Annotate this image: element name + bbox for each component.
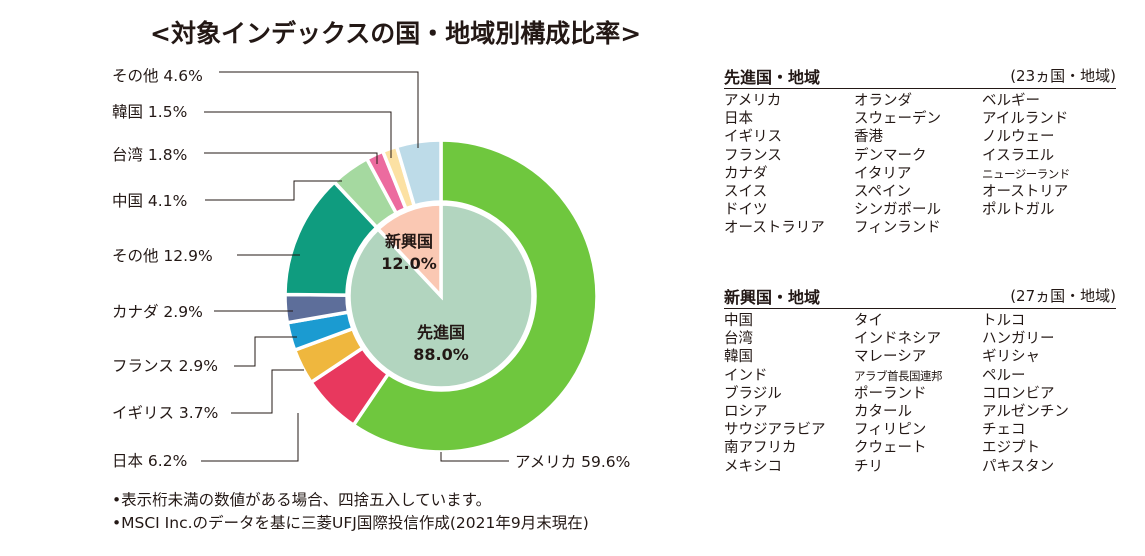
country-item: カナダ — [724, 165, 768, 182]
country-item: チリ — [854, 458, 883, 475]
country-item: サウジアラビア — [724, 422, 826, 439]
country-item: オーストラリア — [724, 220, 825, 237]
slice-label: 台湾 1.8% — [112, 146, 187, 164]
country-item: ポーランド — [854, 385, 927, 402]
list-column: タイインドネシア マレーシアアラブ首長国連邦 ポーランドカタール フィリピン クウェート… — [854, 312, 943, 476]
slice-label: フランス 2.9% — [112, 357, 218, 375]
country-item: イギリス — [724, 129, 782, 146]
slice-label: 日本 6.2% — [112, 452, 187, 470]
slice-label: カナダ 2.9% — [112, 303, 203, 321]
list-column: ベルギーアイルランド ノルウェー イスラエルニュージーランド オーストリア ポルトガル — [982, 92, 1070, 219]
country-item: ノルウェー — [982, 129, 1055, 146]
leader-line — [204, 152, 378, 164]
country-item: スウェーデン — [854, 111, 941, 128]
country-item: ドイツ — [724, 202, 768, 219]
leader-line — [201, 413, 299, 462]
country-item: 韓国 — [724, 349, 753, 366]
country-item: シンガポール — [854, 202, 941, 219]
inner-label-name: 先進国 — [417, 323, 465, 342]
slice-label: アメリカ 59.6% — [515, 453, 630, 471]
donut-slice-inner — [375, 202, 443, 301]
emerging-header: 新興国・地域 (27ヵ国・地域) — [724, 284, 1116, 309]
country-item: フィリピン — [854, 422, 927, 439]
country-item: オランダ — [854, 93, 912, 109]
emerging-panel: 新興国・地域 (27ヵ国・地域) 中国台湾 韓国 インド ブラジルロシア サウジアラビア… — [724, 284, 1116, 475]
developed-panel: 先進国・地域 (23ヵ国・地域) アメリカ日本 イギリス フランス カナダスイス ドイツ… — [724, 64, 1116, 236]
country-item: インド — [724, 367, 768, 384]
footnote: •MSCI Inc.のデータを基に三菱UFJ国際投信作成(2021年9月末現在) — [112, 514, 589, 532]
country-item: コロンビア — [982, 385, 1055, 402]
country-item: 香港 — [854, 129, 883, 146]
country-item: ニュージーランド — [982, 166, 1070, 181]
slice-label: 韓国 1.5% — [112, 103, 187, 121]
leader-line — [204, 111, 392, 158]
chart-title: <対象インデックスの国・地域別構成比率> — [150, 19, 642, 48]
slice-label: 中国 4.1% — [112, 192, 187, 210]
leader-line — [205, 180, 342, 201]
country-item: ギリシャ — [982, 349, 1040, 366]
country-item: パキスタン — [982, 458, 1055, 475]
donut-chart: 先進国 88.0% 新興国 12.0% アメリカ 59.6% 日本 6.2% イギリス 3.… — [112, 67, 630, 471]
country-item: タイ — [854, 313, 883, 329]
developed-count: (23ヵ国・地域) — [1010, 67, 1116, 85]
country-item: ブラジル — [724, 385, 782, 402]
country-item: チェコ — [982, 422, 1026, 439]
country-item: ポルトガル — [982, 202, 1055, 219]
country-item: メキシコ — [724, 458, 782, 475]
country-item: クウェート — [854, 440, 927, 457]
list-column: アメリカ日本 イギリス フランス カナダスイス ドイツ オーストラリア — [724, 92, 825, 238]
country-item: ベルギー — [982, 93, 1040, 109]
country-item: アイルランド — [982, 111, 1069, 128]
country-item: トルコ — [982, 313, 1026, 329]
footnote: •表示桁未満の数値がある場合、四捨五入しています。 — [112, 491, 492, 509]
country-item: 日本 — [724, 111, 753, 128]
country-item: エジプト — [982, 440, 1040, 457]
country-item: ロシア — [724, 404, 768, 421]
list-column: オランダスウェーデン 香港 デンマーク イタリアスペイン シンガポール フィンランド — [854, 92, 941, 238]
leader-line — [440, 452, 509, 462]
country-item: マレーシア — [854, 349, 927, 366]
list-column: トルコハンガリー ギリシャ ペルー コロンビアアルゼンチン チェコ エジプト パキスタン — [982, 312, 1069, 476]
footnotes: •表示桁未満の数値がある場合、四捨五入しています。 •MSCI Inc.のデータ… — [112, 489, 589, 535]
country-item: 南アフリカ — [724, 440, 797, 457]
country-item: アメリカ — [724, 93, 782, 109]
inner-label-name: 新興国 — [385, 232, 433, 251]
inner-label-value: 88.0% — [413, 345, 469, 364]
slice-label: その他 4.6% — [112, 67, 203, 85]
inner-label-value: 12.0% — [381, 254, 437, 273]
country-item: スイス — [724, 184, 768, 201]
country-item: オーストリア — [982, 184, 1069, 201]
country-item: アルゼンチン — [982, 404, 1069, 421]
country-item: 中国 — [724, 313, 753, 329]
country-item: アラブ首長国連邦 — [854, 368, 943, 383]
country-item: デンマーク — [854, 147, 927, 164]
country-item: ペルー — [982, 367, 1026, 384]
leader-line — [234, 336, 297, 367]
donut-slice-outer — [351, 138, 599, 454]
country-item: スペイン — [854, 184, 911, 201]
list-column: 中国台湾 韓国 インド ブラジルロシア サウジアラビア 南アフリカ メキシコ — [724, 312, 826, 476]
developed-title: 先進国・地域 — [724, 68, 821, 87]
slice-label: その他 12.9% — [112, 247, 213, 265]
country-item: カタール — [854, 404, 912, 421]
leader-line — [219, 71, 419, 148]
country-item: 台湾 — [724, 331, 753, 348]
country-item: インドネシア — [854, 331, 941, 348]
slice-label: イギリス 3.7% — [112, 404, 218, 422]
emerging-count: (27ヵ国・地域) — [1010, 287, 1116, 305]
country-item: フランス — [724, 147, 782, 164]
country-item: ハンガリー — [982, 331, 1055, 348]
country-item: フィンランド — [854, 220, 941, 237]
developed-header: 先進国・地域 (23ヵ国・地域) — [724, 64, 1116, 89]
country-item: イタリア — [854, 165, 912, 182]
leader-line — [231, 369, 304, 414]
country-item: イスラエル — [982, 147, 1055, 164]
emerging-title: 新興国・地域 — [724, 288, 821, 307]
